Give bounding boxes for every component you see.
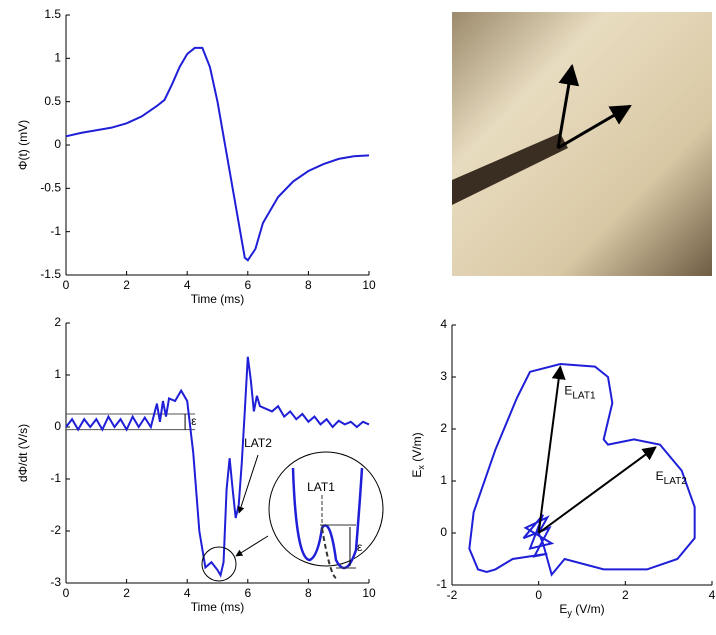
y-tick-label: 0.5 xyxy=(44,94,61,108)
photo-arrow xyxy=(557,104,632,150)
x-tick-label: 10 xyxy=(362,278,376,292)
vector-arrow xyxy=(538,446,657,534)
zoom-arrow xyxy=(235,535,269,557)
annotation: LAT1 xyxy=(307,480,335,494)
y-tick-label: 2 xyxy=(54,315,61,329)
vector-label-base: E xyxy=(656,469,664,483)
y-axis-label: dΦ/dt (V/s) xyxy=(16,424,30,482)
x-tick-label: 0 xyxy=(63,586,70,600)
y-tick-label: -1.5 xyxy=(40,267,61,281)
photo-arrow xyxy=(556,63,580,149)
x-axis-label-sub: y xyxy=(567,608,572,618)
y-tick-label: 0 xyxy=(440,525,447,539)
x-tick-label: 4 xyxy=(184,278,191,292)
photo-background xyxy=(452,12,712,276)
data-line xyxy=(65,46,370,262)
x-tick-label: 4 xyxy=(709,588,716,602)
x-tick-label: 0 xyxy=(535,588,542,602)
y-axis-label: Φ(t) (mV) xyxy=(16,120,30,170)
x-axis-label: Ey (V/m) xyxy=(559,602,604,618)
vector-label-sub: LAT1 xyxy=(572,390,596,401)
y-tick-label: -3 xyxy=(50,575,61,589)
inset-circle xyxy=(268,451,384,567)
vector-label-base: E xyxy=(564,384,572,398)
x-tick-label: 4 xyxy=(184,586,191,600)
y-tick-label: 0 xyxy=(54,137,61,151)
y-tick-label: 1 xyxy=(54,367,61,381)
lat2-arrow xyxy=(237,454,259,514)
x-tick-label: 2 xyxy=(123,278,130,292)
y-tick-label: 1.5 xyxy=(44,7,61,21)
y-tick-label: -0.5 xyxy=(40,181,61,195)
x-axis-label-unit: (V/m) xyxy=(572,602,605,616)
vector-label: ELAT1 xyxy=(564,384,596,401)
photo xyxy=(452,12,712,276)
x-tick-label: 0 xyxy=(63,278,70,292)
x-tick-label: -2 xyxy=(447,588,458,602)
y-tick-label: -1 xyxy=(50,471,61,485)
x-axis-label: Time (ms) xyxy=(191,292,245,306)
y-tick-label: -1 xyxy=(436,577,447,591)
x-tick-label: 2 xyxy=(622,588,629,602)
y-axis-label-base: E xyxy=(410,470,424,478)
x-tick-label: 6 xyxy=(244,278,251,292)
x-tick-label: 2 xyxy=(123,586,130,600)
inset-dashed xyxy=(321,527,337,579)
y-axis-label-sub: x xyxy=(416,465,426,470)
y-tick-label: 0 xyxy=(54,419,61,433)
x-tick-label: 8 xyxy=(305,586,312,600)
x-tick-label: 8 xyxy=(305,278,312,292)
y-tick-label: -2 xyxy=(50,523,61,537)
y-tick-label: 1 xyxy=(440,473,447,487)
y-tick-label: 4 xyxy=(440,317,447,331)
annotation: ε xyxy=(191,414,197,428)
electrode xyxy=(452,133,568,205)
x-axis-label: Time (ms) xyxy=(191,600,245,614)
y-tick-label: 2 xyxy=(440,421,447,435)
y-tick-label: 3 xyxy=(440,369,447,383)
vector-arrow xyxy=(537,365,566,534)
x-axis-label-base: E xyxy=(559,602,567,616)
y-axis-label-unit: (V/m) xyxy=(410,432,424,465)
y-tick-label: -1 xyxy=(50,224,61,238)
zoom-circle xyxy=(201,546,237,582)
vector-label: ELAT2 xyxy=(656,469,688,486)
annotation: ε xyxy=(357,540,363,554)
inset-curve xyxy=(291,467,364,570)
data-line xyxy=(468,362,696,577)
data-line xyxy=(65,356,370,578)
y-tick-label: 1 xyxy=(54,51,61,65)
annotation: LAT2 xyxy=(244,436,272,450)
x-tick-label: 10 xyxy=(362,586,376,600)
y-axis-label: Ex (V/m) xyxy=(410,432,426,477)
vector-label-sub: LAT2 xyxy=(664,476,688,487)
x-tick-label: 6 xyxy=(244,586,251,600)
